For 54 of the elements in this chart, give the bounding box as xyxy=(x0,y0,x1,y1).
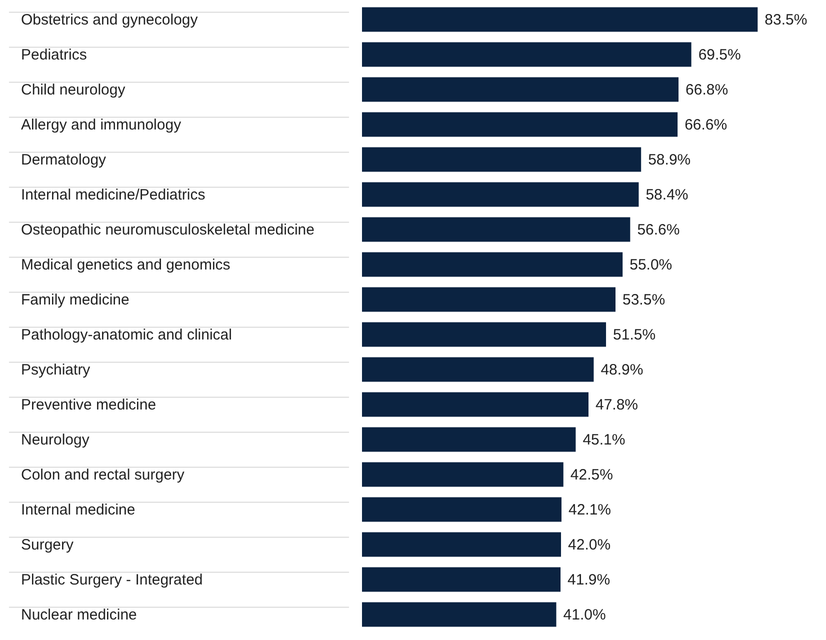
data-label: 45.1% xyxy=(582,432,626,448)
data-label: 69.5% xyxy=(698,46,741,64)
y-tick-label: Dermatology xyxy=(21,152,107,168)
y-tick-label: Allergy and immunology xyxy=(21,116,182,134)
data-label: 41.0% xyxy=(563,606,606,624)
data-label: 42.5% xyxy=(570,466,613,484)
bar xyxy=(362,602,556,627)
data-label: 83.5% xyxy=(764,12,808,28)
bar xyxy=(362,322,606,347)
y-tick-label: Family medicine xyxy=(21,292,130,308)
y-tick-label: Psychiatry xyxy=(21,362,91,378)
bar xyxy=(362,42,692,67)
data-label: 56.6% xyxy=(637,222,680,238)
data-label: 41.9% xyxy=(568,572,610,588)
data-label: 53.5% xyxy=(622,292,666,308)
y-tick-label: Neurology xyxy=(21,432,90,448)
bar xyxy=(362,182,639,207)
bar xyxy=(362,462,564,487)
data-label: 42.0% xyxy=(568,536,611,554)
bar xyxy=(362,217,630,242)
y-tick-label: Internal medicine/Pediatrics xyxy=(21,186,206,204)
y-tick-label: Pathology-anatomic and clinical xyxy=(21,326,232,344)
bar xyxy=(362,357,594,382)
y-tick-label: Plastic Surgery - Integrated xyxy=(21,572,203,588)
bar xyxy=(362,7,758,32)
bar xyxy=(362,567,561,592)
y-tick-label: Osteopathic neuromusculoskeletal medicine xyxy=(21,222,314,238)
bar xyxy=(362,427,576,452)
y-tick-label: Surgery xyxy=(21,536,74,554)
data-label: 55.0% xyxy=(630,256,672,274)
data-label: 66.8% xyxy=(686,82,728,98)
y-tick-label: Medical genetics and genomics xyxy=(21,256,230,274)
bar xyxy=(362,147,642,172)
y-tick-label: Preventive medicine xyxy=(21,396,156,414)
y-tick-label: Obstetrics and gynecology xyxy=(21,12,198,28)
y-tick-label: Pediatrics xyxy=(21,46,87,64)
data-label: 58.4% xyxy=(646,186,688,204)
bar xyxy=(362,532,562,557)
bar xyxy=(362,77,679,102)
data-label: 66.6% xyxy=(684,116,728,134)
data-label: 47.8% xyxy=(595,396,638,414)
bar xyxy=(362,252,623,277)
bar xyxy=(362,287,616,312)
bar xyxy=(362,112,678,137)
bar xyxy=(362,497,562,522)
bar xyxy=(362,392,588,417)
data-label: 58.9% xyxy=(648,152,691,168)
data-label: 42.1% xyxy=(568,502,612,518)
y-tick-label: Nuclear medicine xyxy=(21,606,137,624)
y-tick-label: Internal medicine xyxy=(21,502,136,518)
data-label: 51.5% xyxy=(613,326,656,344)
y-tick-label: Colon and rectal surgery xyxy=(21,466,185,484)
y-tick-label: Child neurology xyxy=(21,82,126,98)
data-label: 48.9% xyxy=(600,362,644,378)
